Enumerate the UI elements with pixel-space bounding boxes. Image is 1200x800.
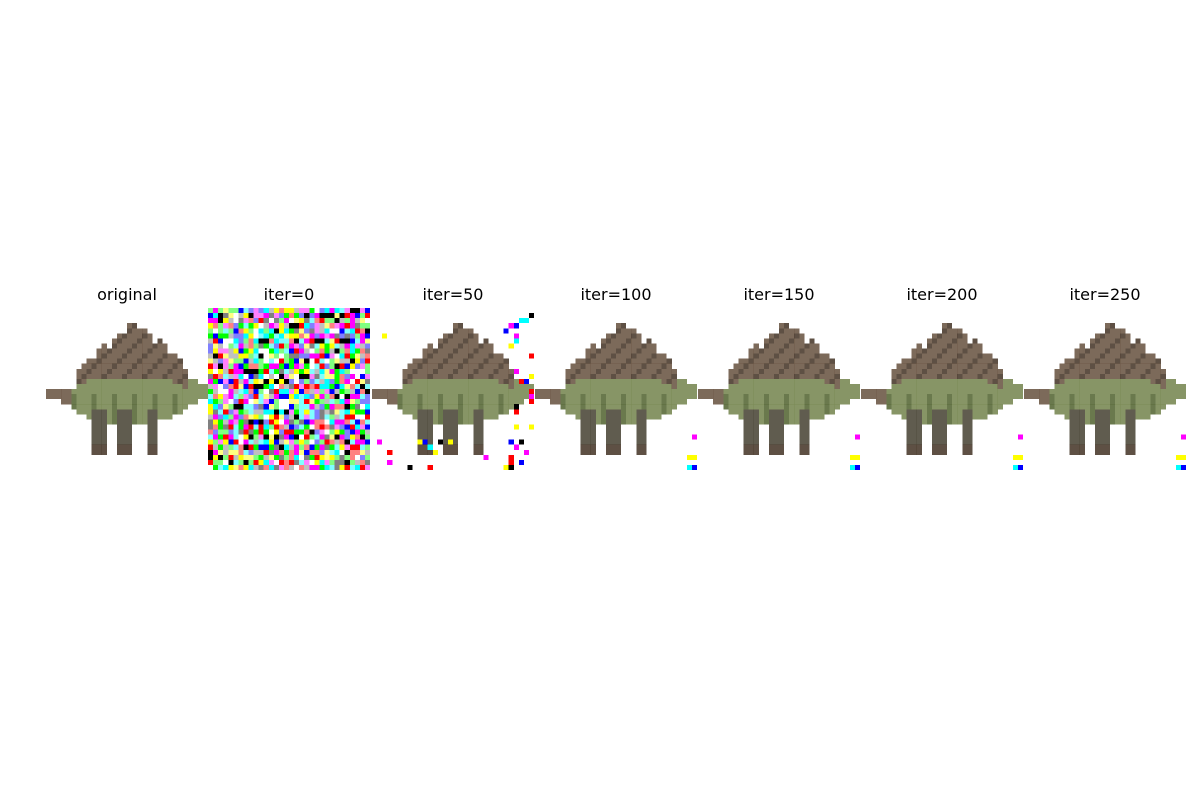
panel-image [46, 308, 208, 470]
panel-image [861, 308, 1023, 470]
panel-title: iter=0 [263, 285, 315, 304]
panel-title: iter=200 [906, 285, 978, 304]
panel-title: iter=100 [580, 285, 652, 304]
panel-image [698, 308, 860, 470]
panel-title: iter=50 [422, 285, 484, 304]
panel-5: iter=150 [698, 282, 860, 470]
panel-title: iter=250 [1069, 285, 1141, 304]
panel-4: iter=100 [535, 282, 697, 470]
panel-image [535, 308, 697, 470]
panel-6: iter=200 [861, 282, 1023, 470]
panel-image [1024, 308, 1186, 470]
panel-image [372, 308, 534, 470]
panel-2: iter=0 [208, 282, 370, 470]
panel-1: original [46, 282, 208, 470]
panel-image [208, 308, 370, 470]
panel-3: iter=50 [372, 282, 534, 470]
panel-7: iter=250 [1024, 282, 1186, 470]
panel-title: iter=150 [743, 285, 815, 304]
panel-title: original [97, 285, 157, 304]
